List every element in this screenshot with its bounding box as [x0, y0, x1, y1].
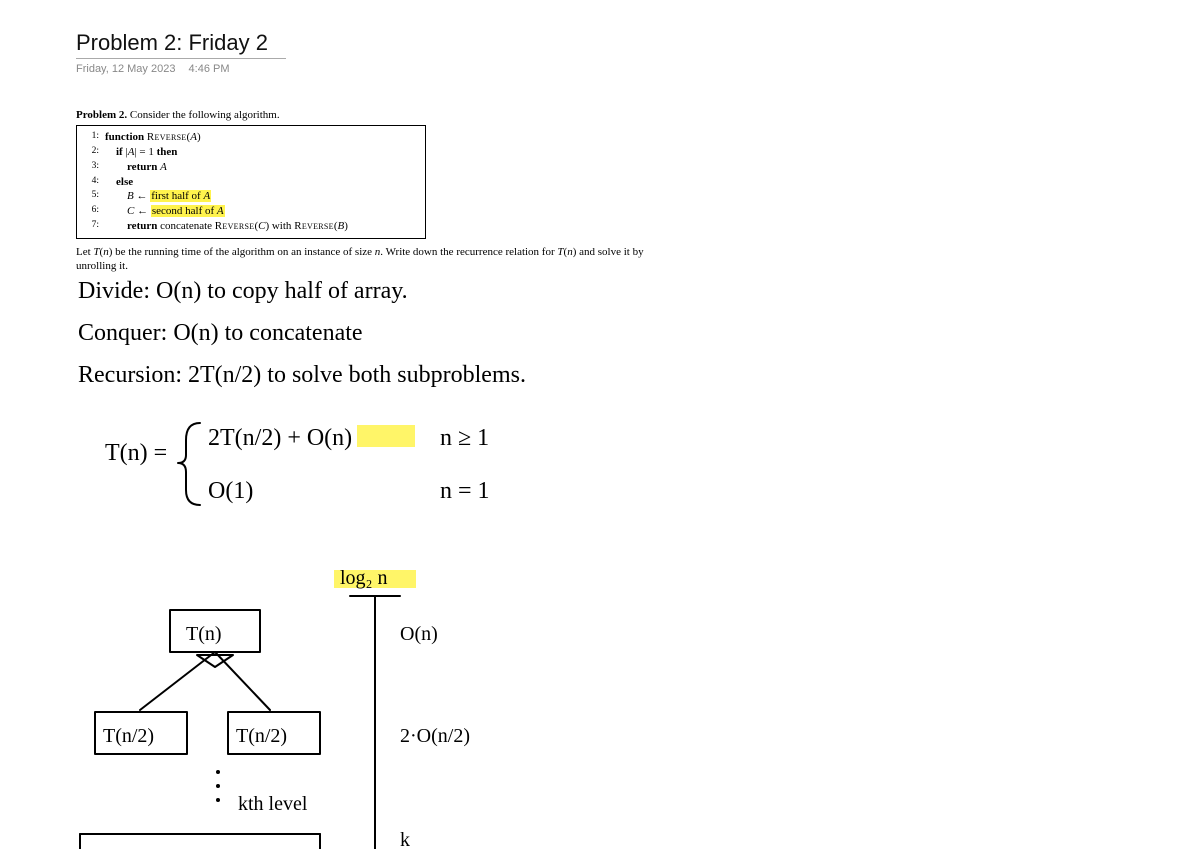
page-meta: Friday, 12 May 2023 4:46 PM: [76, 63, 1126, 75]
ellipsis-dot: [216, 798, 220, 802]
tree-edge: [140, 652, 215, 710]
line-number: 3:: [83, 160, 99, 175]
highlight: second half of A: [151, 205, 225, 217]
algo-line-2: 2: if |A| = 1 then: [83, 145, 419, 160]
ink-text: Recursion: 2T(n/2) to solve both subprob…: [78, 362, 526, 388]
ink-text: T(n): [186, 623, 222, 645]
page-time: 4:46 PM: [189, 63, 230, 75]
problem-intro: Problem 2. Consider the following algori…: [76, 109, 1126, 121]
highlight-on: [357, 425, 415, 447]
ink-text: k: [400, 829, 410, 849]
highlight-log: [334, 570, 416, 588]
line-number: 6:: [83, 204, 99, 219]
ellipsis-dot: [216, 784, 220, 788]
algo-line-1: 1: function Reverse(A): [83, 130, 419, 145]
tree-node-root: [170, 610, 260, 652]
algorithm-box: 1: function Reverse(A) 2: if |A| = 1 the…: [76, 125, 426, 239]
algo-line-3: 3: return A: [83, 160, 419, 175]
ink-text: Conquer: O(n) to concatenate: [78, 320, 363, 346]
algo-line-4: 4: else: [83, 175, 419, 190]
line-number: 2:: [83, 145, 99, 160]
note-page: Problem 2: Friday 2 Friday, 12 May 2023 …: [76, 30, 1126, 274]
problem-label: Problem 2.: [76, 109, 127, 121]
ink-text: T(n/2): [236, 725, 287, 747]
ink-text: n ≥ 1: [440, 425, 489, 451]
highlight: first half of A: [150, 190, 211, 202]
ink-text: O(n): [400, 623, 438, 645]
tree-node: [228, 712, 320, 754]
tree-branch-origin: [197, 655, 233, 667]
algo-line-7: 7: return concatenate Reverse(C) with Re…: [83, 219, 419, 234]
ink-text: O(1): [208, 478, 253, 504]
ink-text: n = 1: [440, 478, 490, 504]
ink-text: T(n) =: [105, 440, 167, 466]
ink-text: 2·O(n/2): [400, 725, 470, 747]
problem-statement: Problem 2. Consider the following algori…: [76, 109, 1126, 274]
ink-text: Divide: O(n) to copy half of array.: [78, 278, 408, 304]
ink-text: kth level: [238, 793, 308, 815]
line-number: 1:: [83, 130, 99, 145]
algo-line-5: 5: B ← first half of A: [83, 189, 419, 204]
page-date: Friday, 12 May 2023: [76, 63, 175, 75]
tree-node: [95, 712, 187, 754]
brace: [178, 423, 200, 505]
ink-text: log₂ n: [340, 567, 388, 589]
line-number: 5:: [83, 189, 99, 204]
page-title: Problem 2: Friday 2: [76, 30, 286, 59]
algo-line-6: 6: C ← second half of A: [83, 204, 419, 219]
tree-edge: [215, 652, 270, 710]
ink-text: 2T(n/2) + O(n): [208, 425, 352, 451]
ink-text: T(n/2): [103, 725, 154, 747]
problem-question: Let T(n) be the running time of the algo…: [76, 245, 676, 274]
line-number: 4:: [83, 175, 99, 190]
problem-intro-text: Consider the following algorithm.: [127, 109, 279, 121]
line-number: 7:: [83, 219, 99, 234]
ellipsis-dot: [216, 770, 220, 774]
